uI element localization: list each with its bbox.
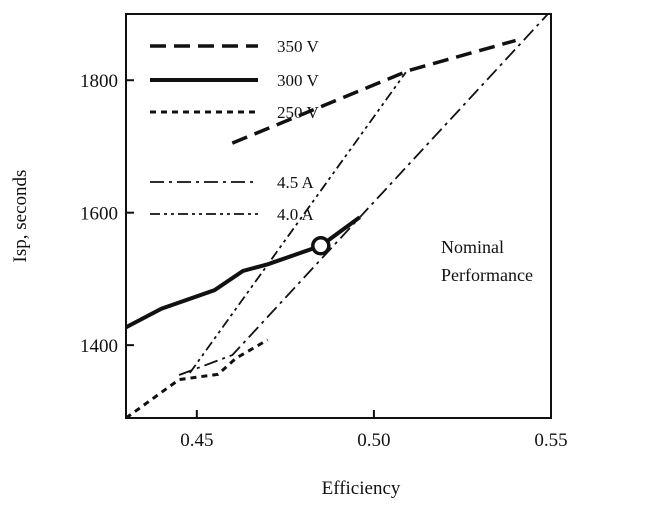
x-tick-label: 0.55 <box>534 430 567 451</box>
legend-label-350-v: 350 V <box>277 37 319 56</box>
legend-label-4-5-a: 4.5 A <box>277 173 315 192</box>
y-tick-label: 1400 <box>80 336 118 357</box>
y-tick-label: 1600 <box>80 204 118 225</box>
y-axis-label: Isp, seconds <box>10 170 31 263</box>
nominal-performance-label: Nominal Performance <box>441 237 533 285</box>
plot-frame <box>125 13 552 419</box>
x-tick-label: 0.50 <box>357 430 390 451</box>
nominal-performance-marker <box>311 236 331 256</box>
x-axis-label: Efficiency <box>322 478 401 499</box>
series-line-250-v <box>126 338 269 418</box>
series-line-4-5-a <box>178 14 550 376</box>
legend-label-250-v: 250 V <box>277 103 319 122</box>
series-line-4-0-a <box>189 71 407 374</box>
series-line-300-v <box>126 215 361 330</box>
x-tick-label: 0.45 <box>180 430 213 451</box>
legend-label-300-v: 300 V <box>277 71 319 90</box>
y-tick-label: 1800 <box>80 71 118 92</box>
series-line-350-v <box>231 38 517 145</box>
legend-label-4-0-a: 4.0 A <box>277 205 315 224</box>
